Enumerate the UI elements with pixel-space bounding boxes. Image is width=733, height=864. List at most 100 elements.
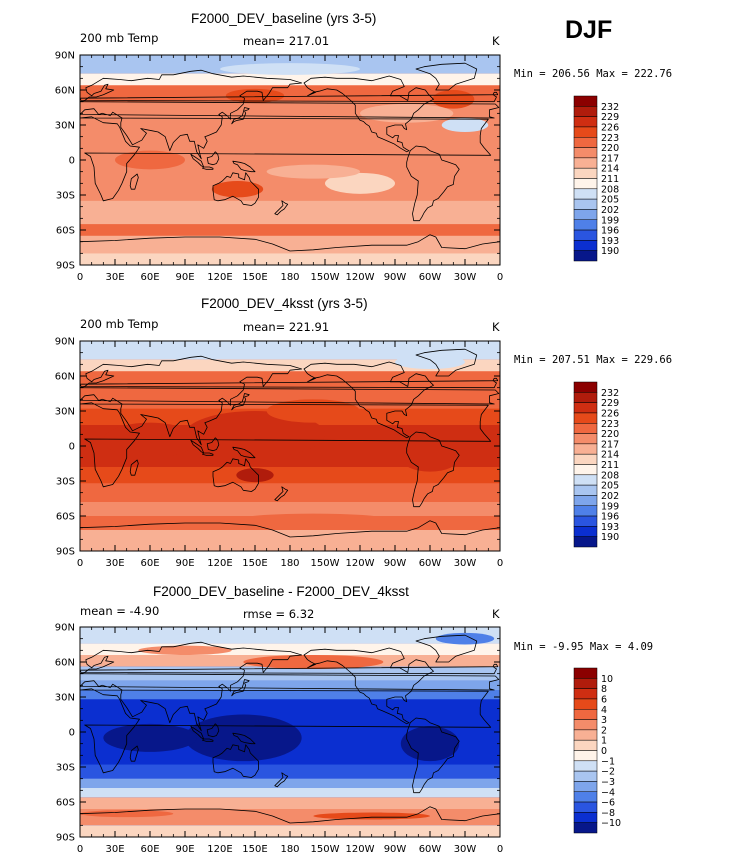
colorbar-swatch [573,729,598,741]
filled-contours [80,55,500,265]
x-tick-label: 60E [140,844,159,855]
coast-madagascar [129,459,139,476]
coast-java [202,452,214,456]
colorbar-swatch [573,812,598,823]
x-tick-label: 60W [419,558,442,569]
x-tick-label: 60W [419,844,442,855]
colorbar-swatch [573,402,598,414]
coast-s-america [406,717,460,794]
y-tick-label: 30N [55,407,75,418]
y-tick-label: 0 [69,442,75,453]
colorbar-swatch [573,515,598,527]
panel-2-center-label: mean= 221.91 [243,320,330,334]
x-tick-label: 90E [175,558,194,569]
coast-eurasia [80,355,500,446]
y-tick-label: 60S [56,226,75,237]
x-tick-label: 90W [384,558,407,569]
colorbar-swatch [573,219,598,231]
filled-contours [80,627,500,837]
colorbar-swatch [573,505,598,517]
x-tick-label: 120W [346,272,375,283]
colorbar-swatch [573,688,598,700]
colorbar-label: 217 [601,153,619,164]
y-tick-label: 90N [55,623,75,634]
coast-s-america [406,431,460,508]
colorbar-label: 196 [601,226,619,237]
x-tick-label: 0 [497,272,503,283]
colorbar-swatch [573,209,598,220]
coast-japan [231,107,250,125]
season-label: DJF [565,16,613,44]
y-tick-label: 90N [55,51,75,62]
colorbar-label: 217 [601,439,619,450]
colorbar-label: 1 [601,736,607,747]
colorbar-swatch [573,433,598,445]
colorbar-label: 223 [601,133,619,144]
coast-antarctica [80,234,500,265]
x-tick-label: 90W [384,844,407,855]
coast-africa [80,402,492,488]
coast-africa [80,688,492,774]
x-tick-label: 30E [105,558,124,569]
colorbar-label: 202 [601,491,619,502]
coast-new-guinea [232,446,256,459]
x-tick-label: 0 [77,558,83,569]
coast-sumatra [190,725,205,740]
y-tick-label: 90S [56,547,75,558]
coast-greenland [415,348,478,377]
x-tick-label: 60W [419,272,442,283]
colorbar-swatch [573,178,598,190]
coast-japan [231,393,250,411]
colorbar-label: 208 [601,470,619,481]
x-tick-label: 150E [242,558,267,569]
colorbar-swatch [573,698,598,710]
panel-1-left-label: 200 mb Temp [80,31,159,45]
colorbar-label: 226 [601,122,619,133]
colorbar-swatch [573,822,598,834]
colorbar-swatch [573,229,598,241]
colorbar-label: 0 [601,746,607,757]
colorbar-label: 190 [601,532,619,543]
colorbar-label: −8 [601,808,615,819]
coast-eurasia [80,641,500,732]
colorbar-swatch [573,381,598,393]
colorbar-swatch [573,667,598,679]
x-tick-label: 90W [384,272,407,283]
colorbar-label: 2 [601,725,607,736]
colorbar-swatch [573,770,598,782]
colorbar-swatch [573,423,598,434]
x-tick-label: 30W [454,272,477,283]
coast-greenland [415,62,478,91]
map-panel-3: 0 30E 60E 90E 120E 150E 180 150W 120W 90W 60W 30W 09… [55,623,503,856]
x-tick-label: 120E [207,844,232,855]
coast-britain [80,377,499,389]
x-tick-label: 30E [105,844,124,855]
panel-1-units: K [492,34,500,48]
coast-australia [212,458,259,492]
colorbar-label: 10 [601,674,613,685]
x-tick-label: 120W [346,844,375,855]
panel-3-center-label: rmse = 6.32 [243,607,315,621]
coast-borneo [206,151,220,166]
x-tick-label: 30W [454,558,477,569]
coast-new-zealand [274,772,289,788]
colorbar-swatch [573,453,598,465]
colorbar-swatch [573,484,598,496]
coast-eurasia [80,69,500,160]
panel-1-title: F2000_DEV_baseline (yrs 3-5) [191,11,377,26]
x-tick-label: 0 [77,844,83,855]
coast-new-zealand [274,200,289,216]
colorbar-label: 193 [601,522,619,533]
colorbar-label: 229 [601,112,619,123]
colorbar-label: 226 [601,408,619,419]
colorbar-swatch [573,474,598,486]
colorbar-label: 193 [601,236,619,247]
x-tick-label: 30E [105,272,124,283]
colorbar-label: −1 [601,756,615,767]
colorbar-label: 214 [601,450,619,461]
colorbar-swatch [573,240,598,251]
y-tick-label: 60N [55,86,75,97]
colorbar-swatch [573,526,598,537]
colorbar-swatch [573,157,598,169]
